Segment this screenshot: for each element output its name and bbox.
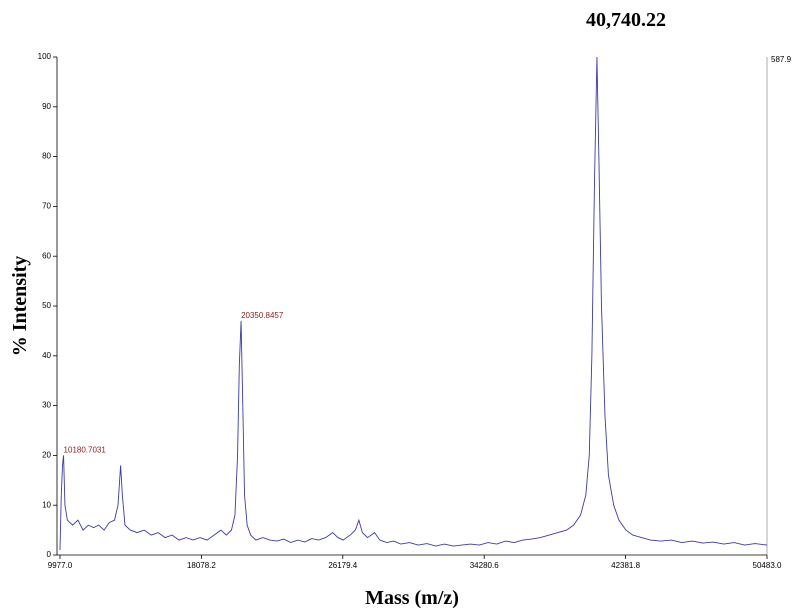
y-tick-label: 80 bbox=[42, 152, 51, 161]
y-tick-label: 70 bbox=[42, 202, 51, 211]
y-tick-label: 100 bbox=[38, 52, 52, 61]
spectrum-line bbox=[59, 56, 768, 551]
x-tick-label: 34280.6 bbox=[470, 561, 499, 570]
x-tick-label: 9977.0 bbox=[48, 561, 73, 570]
x-tick-label: 26179.4 bbox=[328, 561, 357, 570]
peak-annotation: 20350.8457 bbox=[241, 311, 284, 320]
x-tick-label: 42381.8 bbox=[611, 561, 640, 570]
y-tick-label: 30 bbox=[42, 401, 51, 410]
chart-title: 40,740.22 bbox=[586, 9, 666, 31]
y-tick-label: 0 bbox=[47, 550, 52, 559]
max-count-label: 587.9 bbox=[771, 55, 792, 64]
x-tick-label: 50483.0 bbox=[753, 561, 782, 570]
y-tick-label: 10 bbox=[42, 500, 51, 509]
x-axis-title: Mass (m/z) bbox=[365, 587, 459, 609]
y-tick-label: 90 bbox=[42, 102, 51, 111]
y-tick-label: 50 bbox=[42, 301, 51, 310]
x-tick-label: 18078.2 bbox=[187, 561, 216, 570]
y-tick-label: 40 bbox=[42, 351, 51, 360]
peak-annotation: 10180.7031 bbox=[64, 445, 107, 454]
y-tick-label: 60 bbox=[42, 251, 51, 260]
y-tick-label: 20 bbox=[42, 451, 51, 460]
y-axis-title: % Intensity bbox=[9, 256, 31, 357]
